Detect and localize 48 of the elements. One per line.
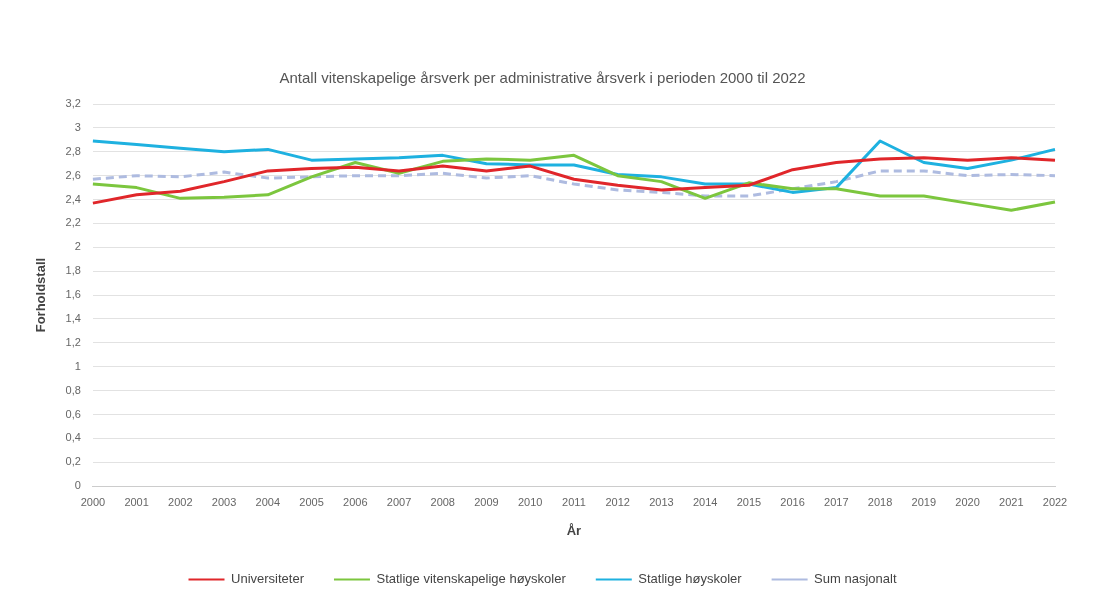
x-tick-label: 2016 xyxy=(780,495,805,508)
y-tick-label: 0,4 xyxy=(65,431,81,444)
y-tick-label: 3 xyxy=(74,120,81,133)
x-tick-label: 2008 xyxy=(430,495,455,508)
y-tick-label: 2,6 xyxy=(65,168,81,181)
x-tick-label: 2012 xyxy=(605,495,630,508)
y-tick-label: 2,4 xyxy=(65,192,81,205)
y-tick-label: 0 xyxy=(74,479,81,492)
legend-label: Statlige vitenskapelige høyskoler xyxy=(376,571,567,587)
x-tick-label: 2001 xyxy=(124,495,149,508)
y-tick-label: 1,8 xyxy=(65,264,81,277)
x-tick-label: 2013 xyxy=(649,495,674,508)
x-tick-label: 2000 xyxy=(80,495,106,508)
x-tick-label: 2018 xyxy=(867,495,893,508)
y-axis-title: Forholdstall xyxy=(33,257,49,333)
x-tick-label: 2014 xyxy=(692,495,718,508)
y-tick-label: 3,2 xyxy=(65,97,81,110)
x-tick-label: 2004 xyxy=(255,495,281,508)
x-tick-label: 2021 xyxy=(999,495,1024,508)
x-axis-title: År xyxy=(566,522,582,538)
legend-label: Statlige høyskoler xyxy=(638,571,743,587)
x-tick-label: 2017 xyxy=(824,495,849,508)
x-tick-label: 2009 xyxy=(474,495,499,508)
line-series xyxy=(91,169,1057,198)
x-tick-label: 2002 xyxy=(168,495,193,508)
y-tick-label: 1 xyxy=(74,359,81,372)
y-tick-label: 2,2 xyxy=(65,216,81,229)
x-tick-label: 2007 xyxy=(386,495,412,508)
x-tick-label: 2003 xyxy=(211,495,237,508)
legend-label: Universiteter xyxy=(231,571,305,587)
x-tick-label: 2022 xyxy=(1042,495,1068,508)
y-tick-label: 1,4 xyxy=(65,312,81,325)
x-tick-label: 2020 xyxy=(955,495,980,508)
y-tick-label: 2 xyxy=(74,240,81,253)
chart-title: Antall vitenskapelige årsverk per administrative årsverk i perioden 2000 til 2022 xyxy=(279,69,806,87)
x-tick-label: 2005 xyxy=(299,495,324,508)
y-tick-label: 0,6 xyxy=(65,407,81,420)
y-tick-label: 0,2 xyxy=(65,455,81,468)
y-tick-label: 1,6 xyxy=(65,288,81,301)
legend-label: Sum nasjonalt xyxy=(814,571,897,587)
y-tick-label: 1,2 xyxy=(65,335,81,348)
x-tick-label: 2019 xyxy=(911,495,937,508)
y-tick-label: 2,8 xyxy=(65,144,81,157)
x-tick-label: 2006 xyxy=(343,495,368,508)
x-tick-label: 2015 xyxy=(736,495,762,508)
y-tick-label: 0,8 xyxy=(65,383,81,396)
x-tick-label: 2010 xyxy=(517,495,543,508)
x-tick-label: 2011 xyxy=(562,495,586,508)
